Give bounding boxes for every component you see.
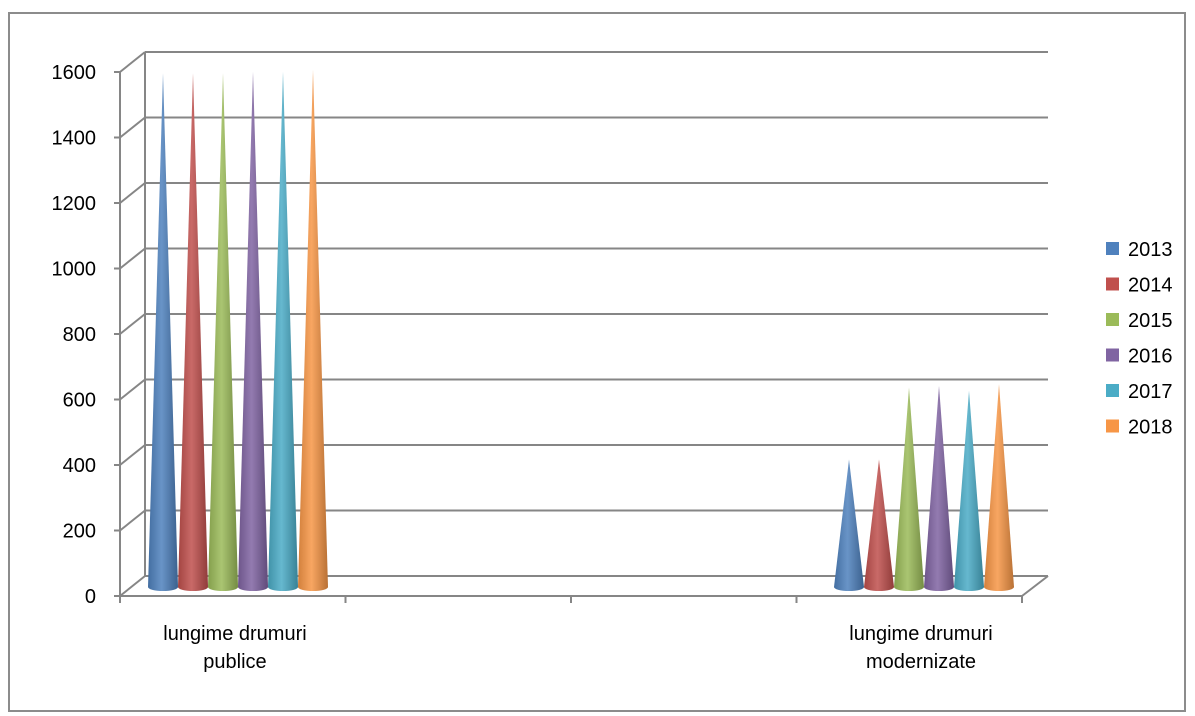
- gridline-side: [119, 247, 146, 270]
- cone-2015-0: [208, 73, 238, 592]
- legend-swatch: [1106, 348, 1119, 362]
- y-axis-tick-labels: 0 200 400 600 800 1000 1200 1400 1600: [52, 62, 97, 608]
- y-tick-label: 1600: [52, 62, 97, 84]
- y-tick-label: 1200: [52, 193, 97, 215]
- legend: 2013 2014 2015 2016 2017 2018: [1106, 239, 1173, 439]
- cone-2013-1: [834, 459, 864, 591]
- cone-2017-1: [954, 390, 984, 591]
- gridline-side: [119, 378, 146, 401]
- legend-swatch: [1106, 384, 1119, 397]
- y-tick-label: 0: [85, 586, 96, 608]
- legend-swatch: [1106, 313, 1119, 326]
- gridline-side: [119, 509, 146, 532]
- cone-series: [148, 69, 1014, 592]
- legend-label: 2017: [1128, 381, 1173, 403]
- y-tick-label: 1400: [52, 128, 97, 150]
- cone-2016-1: [924, 385, 954, 591]
- cone-2018-0: [298, 69, 328, 591]
- x-category-label: lungime drumuri publice: [163, 623, 306, 673]
- cone-2015-1: [894, 387, 924, 591]
- y-tick-label: 200: [63, 521, 96, 543]
- x-axis-category-labels: lungime drumuri publice lungime drumuri mod…: [163, 623, 992, 673]
- cone-2014-1: [864, 459, 894, 591]
- cone-2018-1: [984, 384, 1014, 591]
- gridline-side: [119, 51, 146, 73]
- y-tick-label: 600: [63, 390, 96, 412]
- axes: [114, 52, 1049, 603]
- legend-swatch: [1106, 277, 1119, 291]
- y-tick-label: 400: [63, 455, 96, 477]
- y-tick-label: 800: [63, 324, 96, 346]
- legend-label: 2018: [1128, 417, 1173, 439]
- legend-label: 2013: [1128, 239, 1173, 261]
- cone-2013-0: [148, 73, 178, 592]
- chart-frame: [8, 12, 1186, 712]
- gridline-side: [119, 182, 146, 204]
- legend-swatch: [1106, 242, 1119, 255]
- gridline-side: [119, 313, 146, 335]
- gridline-side: [119, 116, 146, 139]
- cone-2016-0: [238, 71, 268, 591]
- legend-swatch: [1106, 419, 1119, 433]
- cone-2017-0: [268, 71, 298, 591]
- floor-edge: [1021, 575, 1049, 597]
- y-tick-label: 1000: [52, 259, 97, 281]
- x-category-label: lungime drumuri modernizate: [849, 623, 992, 673]
- legend-label: 2015: [1128, 310, 1173, 332]
- cone-2014-0: [178, 73, 208, 592]
- gridline-side: [119, 444, 146, 466]
- gridline-side: [119, 575, 146, 597]
- legend-label: 2016: [1128, 346, 1173, 368]
- legend-label: 2014: [1128, 275, 1173, 297]
